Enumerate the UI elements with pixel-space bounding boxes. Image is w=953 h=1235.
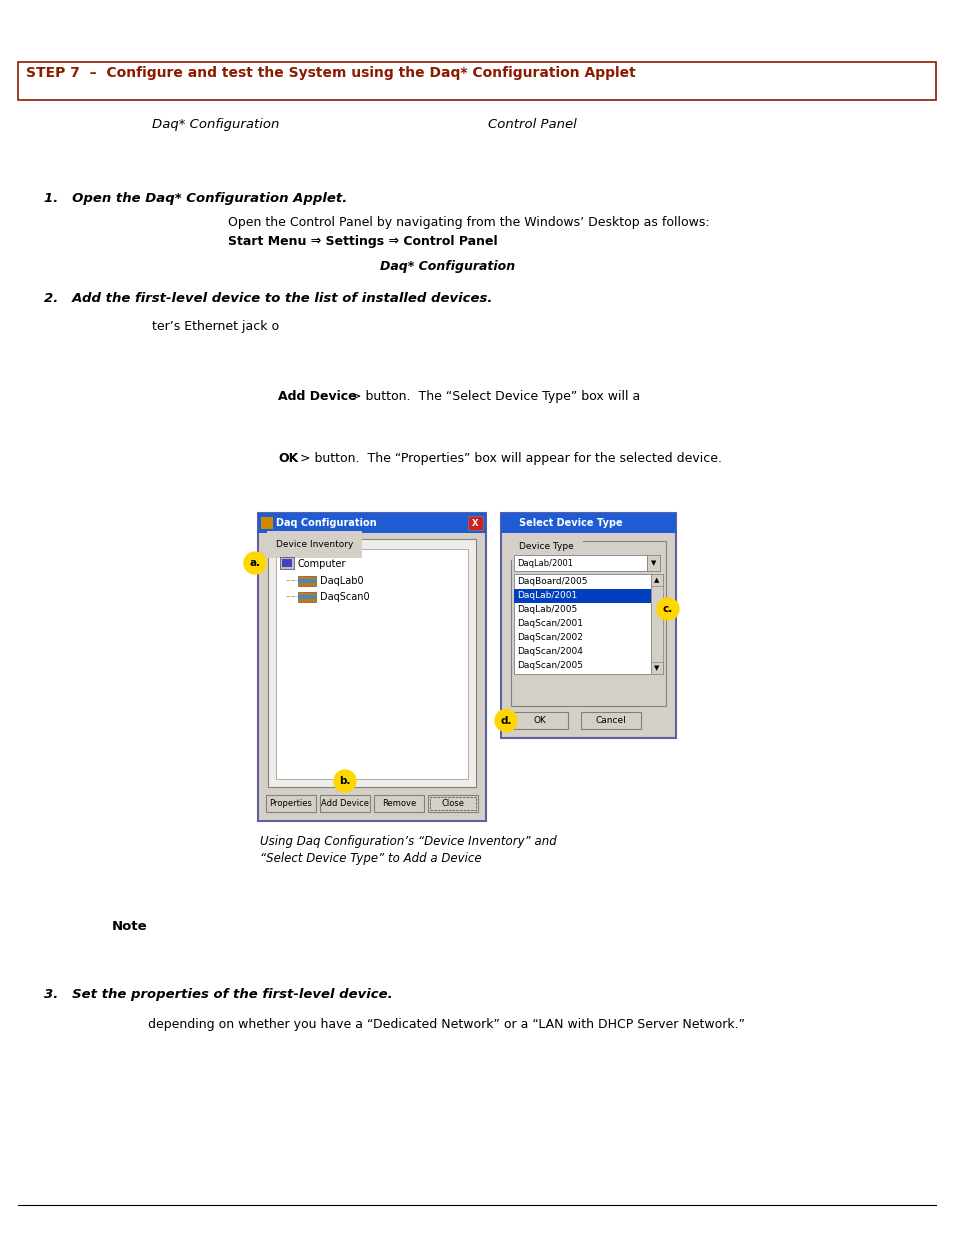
Text: Computer: Computer — [297, 559, 346, 569]
Bar — [266, 795, 315, 811]
Text: ▲: ▲ — [654, 577, 659, 583]
Text: DaqScan/2005: DaqScan/2005 — [517, 662, 582, 671]
Text: 2.   Add the first-level device to the list of installed devices.: 2. Add the first-level device to the lis… — [44, 291, 492, 305]
Text: Note: Note — [112, 920, 148, 932]
Bar — [514, 574, 650, 674]
Text: Start Menu ⇒ Settings ⇒ Control Panel: Start Menu ⇒ Settings ⇒ Control Panel — [228, 235, 497, 248]
Text: DaqLab/2001: DaqLab/2001 — [517, 592, 577, 600]
Text: DaqScan0: DaqScan0 — [319, 592, 369, 601]
Bar — [257, 513, 485, 534]
Text: ter’s Ethernet jack o: ter’s Ethernet jack o — [152, 320, 279, 333]
Bar — [468, 516, 482, 530]
Text: depending on whether you have a “Dedicated Network” or a “LAN with DHCP Server N: depending on whether you have a “Dedicat… — [148, 1018, 744, 1031]
Text: Open the Control Panel by navigating from the Windows’ Desktop as follows:: Open the Control Panel by navigating fro… — [228, 216, 709, 228]
Bar — [275, 550, 468, 779]
Bar — [18, 62, 935, 100]
Bar — [513, 713, 567, 729]
Text: DaqLab/2001: DaqLab/2001 — [517, 558, 573, 568]
Bar — [297, 579, 315, 583]
Bar — [650, 574, 662, 585]
Text: Daq* Configuration: Daq* Configuration — [152, 119, 279, 131]
Text: a.: a. — [249, 558, 260, 568]
Bar — [500, 513, 676, 739]
Text: Device Type: Device Type — [518, 542, 573, 551]
Text: 1.   Open the Daq* Configuration Applet.: 1. Open the Daq* Configuration Applet. — [44, 191, 347, 205]
Text: Select Device Type: Select Device Type — [518, 517, 622, 529]
Text: Properties: Properties — [270, 799, 313, 808]
Bar — [297, 595, 315, 599]
Text: b.: b. — [339, 776, 351, 785]
Circle shape — [657, 598, 679, 620]
Text: Using Daq Configuration’s “Device Inventory” and: Using Daq Configuration’s “Device Invent… — [260, 835, 557, 848]
Text: DaqLab0: DaqLab0 — [319, 576, 363, 585]
Bar — [500, 513, 676, 534]
Text: DaqScan/2001: DaqScan/2001 — [517, 620, 582, 629]
Text: X: X — [472, 519, 478, 527]
Text: 3.   Set the properties of the first-level device.: 3. Set the properties of the first-level… — [44, 988, 393, 1002]
Bar — [319, 795, 370, 811]
Text: STEP 7  –  Configure and test the System using the Daq* Configuration Applet: STEP 7 – Configure and test the System u… — [26, 65, 635, 80]
Bar — [280, 557, 294, 569]
Circle shape — [495, 709, 517, 731]
Text: DaqScan/2004: DaqScan/2004 — [517, 647, 582, 657]
Bar — [257, 513, 485, 821]
Text: DaqLab/2005: DaqLab/2005 — [517, 605, 577, 615]
Bar — [646, 555, 659, 571]
Text: Close: Close — [441, 799, 464, 808]
Text: c.: c. — [662, 604, 673, 614]
Text: “Select Device Type” to Add a Device: “Select Device Type” to Add a Device — [260, 852, 481, 864]
Text: Control Panel: Control Panel — [488, 119, 577, 131]
Text: Device Inventory: Device Inventory — [275, 540, 353, 550]
Text: ▼: ▼ — [654, 664, 659, 671]
Text: Daq* Configuration: Daq* Configuration — [380, 261, 515, 273]
Bar — [374, 795, 423, 811]
Bar — [580, 713, 640, 729]
Text: Daq Configuration: Daq Configuration — [275, 517, 376, 529]
Bar — [650, 662, 662, 674]
Bar — [297, 576, 315, 585]
Text: > button.  The “Select Device Type” box will a: > button. The “Select Device Type” box w… — [351, 390, 639, 403]
Bar — [511, 541, 665, 706]
Bar — [297, 592, 315, 601]
Text: ▼: ▼ — [650, 559, 656, 566]
Bar — [650, 574, 662, 674]
Bar — [282, 559, 292, 567]
Circle shape — [334, 769, 355, 792]
Bar — [261, 517, 273, 529]
Text: Add Device: Add Device — [277, 390, 356, 403]
Text: DaqScan/2002: DaqScan/2002 — [517, 634, 582, 642]
Text: Add Device: Add Device — [320, 799, 369, 808]
Bar — [514, 589, 650, 603]
Circle shape — [244, 552, 266, 574]
Text: OK: OK — [277, 452, 298, 466]
Bar — [430, 797, 476, 810]
Text: Remove: Remove — [381, 799, 416, 808]
Text: d.: d. — [499, 715, 511, 725]
Text: DaqBoard/2005: DaqBoard/2005 — [517, 578, 587, 587]
Bar — [268, 538, 476, 787]
Bar — [514, 555, 646, 571]
Text: Cancel: Cancel — [595, 716, 626, 725]
Text: > button.  The “Properties” box will appear for the selected device.: > button. The “Properties” box will appe… — [299, 452, 721, 466]
Bar — [428, 795, 477, 811]
Text: OK: OK — [533, 716, 546, 725]
